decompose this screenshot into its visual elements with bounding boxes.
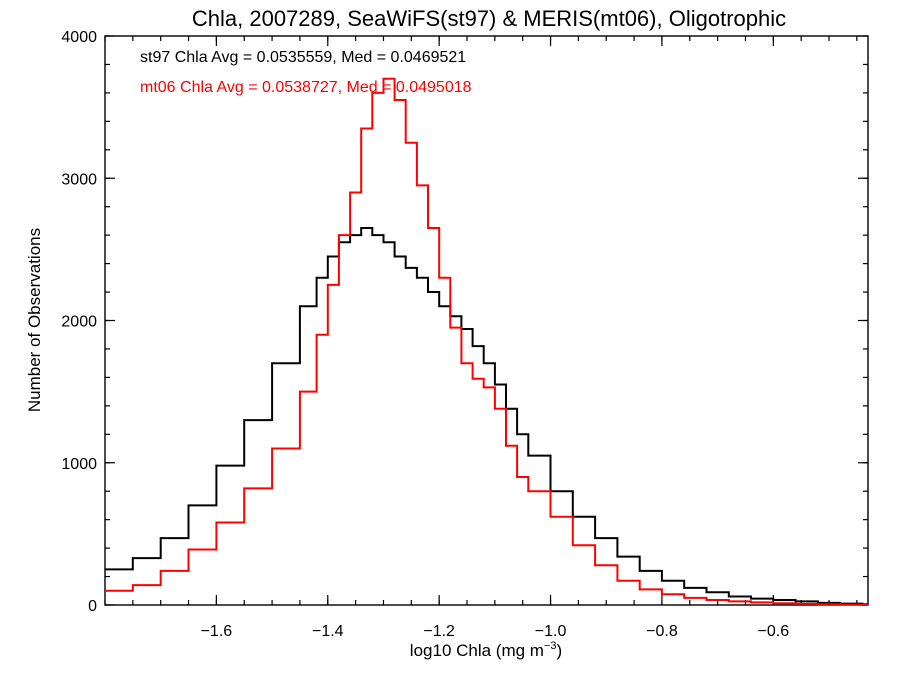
y-tick-label: 1000 [61,456,97,473]
x-axis-label: log10 Chla (mg m−3) [410,640,562,660]
y-tick-label: 4000 [61,29,97,46]
annotation-mt06: mt06 Chla Avg = 0.0538727, Med = 0.04950… [140,79,472,96]
axis-ticks: −1.6 −1.4 −1.2 −1.0 −0.8 −0.6 0 1000 2000 3000 400… [61,29,868,640]
x-tick-label: −0.8 [646,623,678,640]
chart-title: Chla, 2007289, SeaWiFS(st97) & MERIS(mt0… [192,6,786,31]
y-tick-label: 2000 [61,314,97,331]
annotation-st97: st97 Chla Avg = 0.0535559, Med = 0.04695… [140,49,466,66]
x-axis-label-close: ) [557,641,563,660]
y-tick-label: 0 [88,598,97,615]
x-tick-label: −1.2 [423,623,455,640]
x-axis-label-superscript: −3 [544,640,557,652]
plot-frame [104,35,869,606]
x-tick-label: −1.4 [312,623,344,640]
x-tick-label: −1.6 [201,623,233,640]
x-tick-label: −0.6 [758,623,790,640]
y-tick-label: 3000 [61,171,97,188]
series-line-1 [105,77,868,606]
series-lines [105,77,868,606]
x-tick-label: −1.0 [535,623,567,640]
series-line-0 [105,227,868,606]
y-axis-label: Number of Observations [25,228,44,412]
x-axis-label-main: log10 Chla (mg m [410,641,544,660]
